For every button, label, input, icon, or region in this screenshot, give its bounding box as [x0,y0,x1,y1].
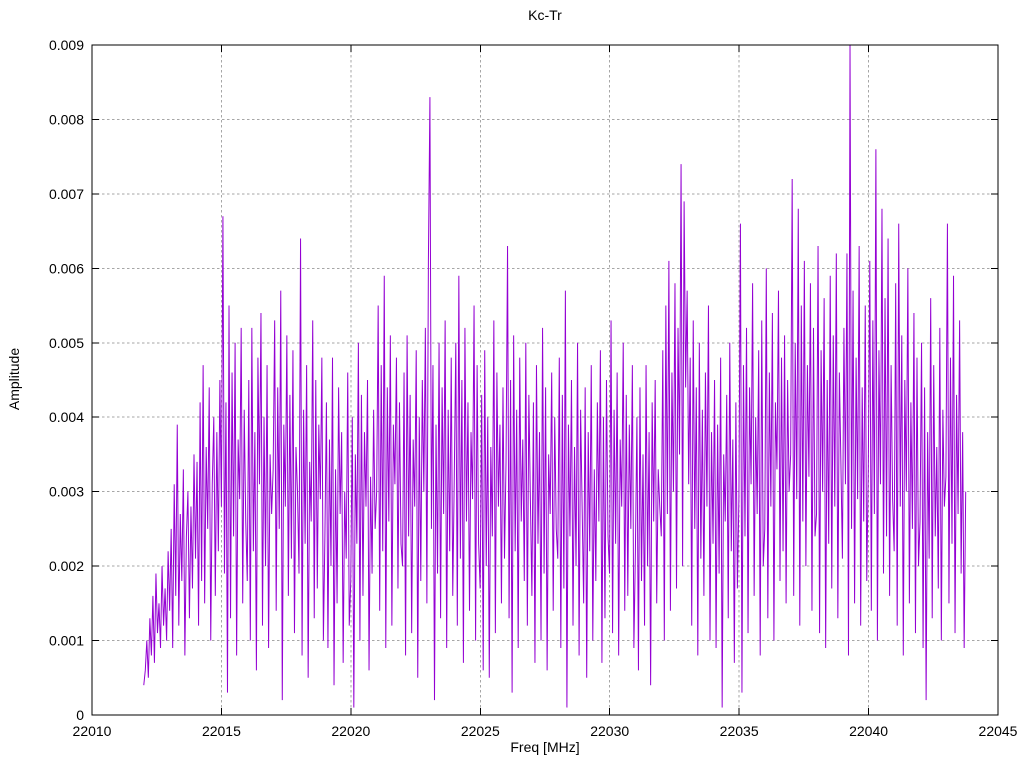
y-tick-label: 0.005 [49,335,84,351]
y-tick-label: 0.008 [49,111,84,127]
y-tick-label: 0.002 [49,558,84,574]
y-tick-label: 0.007 [49,186,84,202]
x-tick-label: 22015 [202,723,241,739]
y-tick-label: 0.009 [49,37,84,53]
y-tick-label: 0.001 [49,633,84,649]
x-tick-label: 22025 [461,723,500,739]
x-tick-label: 22035 [720,723,759,739]
series-line [143,44,967,708]
x-tick-label: 22010 [73,723,112,739]
x-tick-label: 22045 [979,723,1018,739]
chart-title: Kc-Tr [528,7,562,23]
x-axis-label: Freq [MHz] [510,739,580,755]
y-tick-label: 0.003 [49,484,84,500]
x-tick-label: 22020 [331,723,370,739]
plot-border [91,44,999,716]
x-tick-label: 22030 [590,723,629,739]
y-tick-label: 0.004 [49,409,84,425]
x-tick-label: 22040 [849,723,888,739]
y-tick-label: 0.006 [49,260,84,276]
y-tick-label: 0 [76,707,84,723]
